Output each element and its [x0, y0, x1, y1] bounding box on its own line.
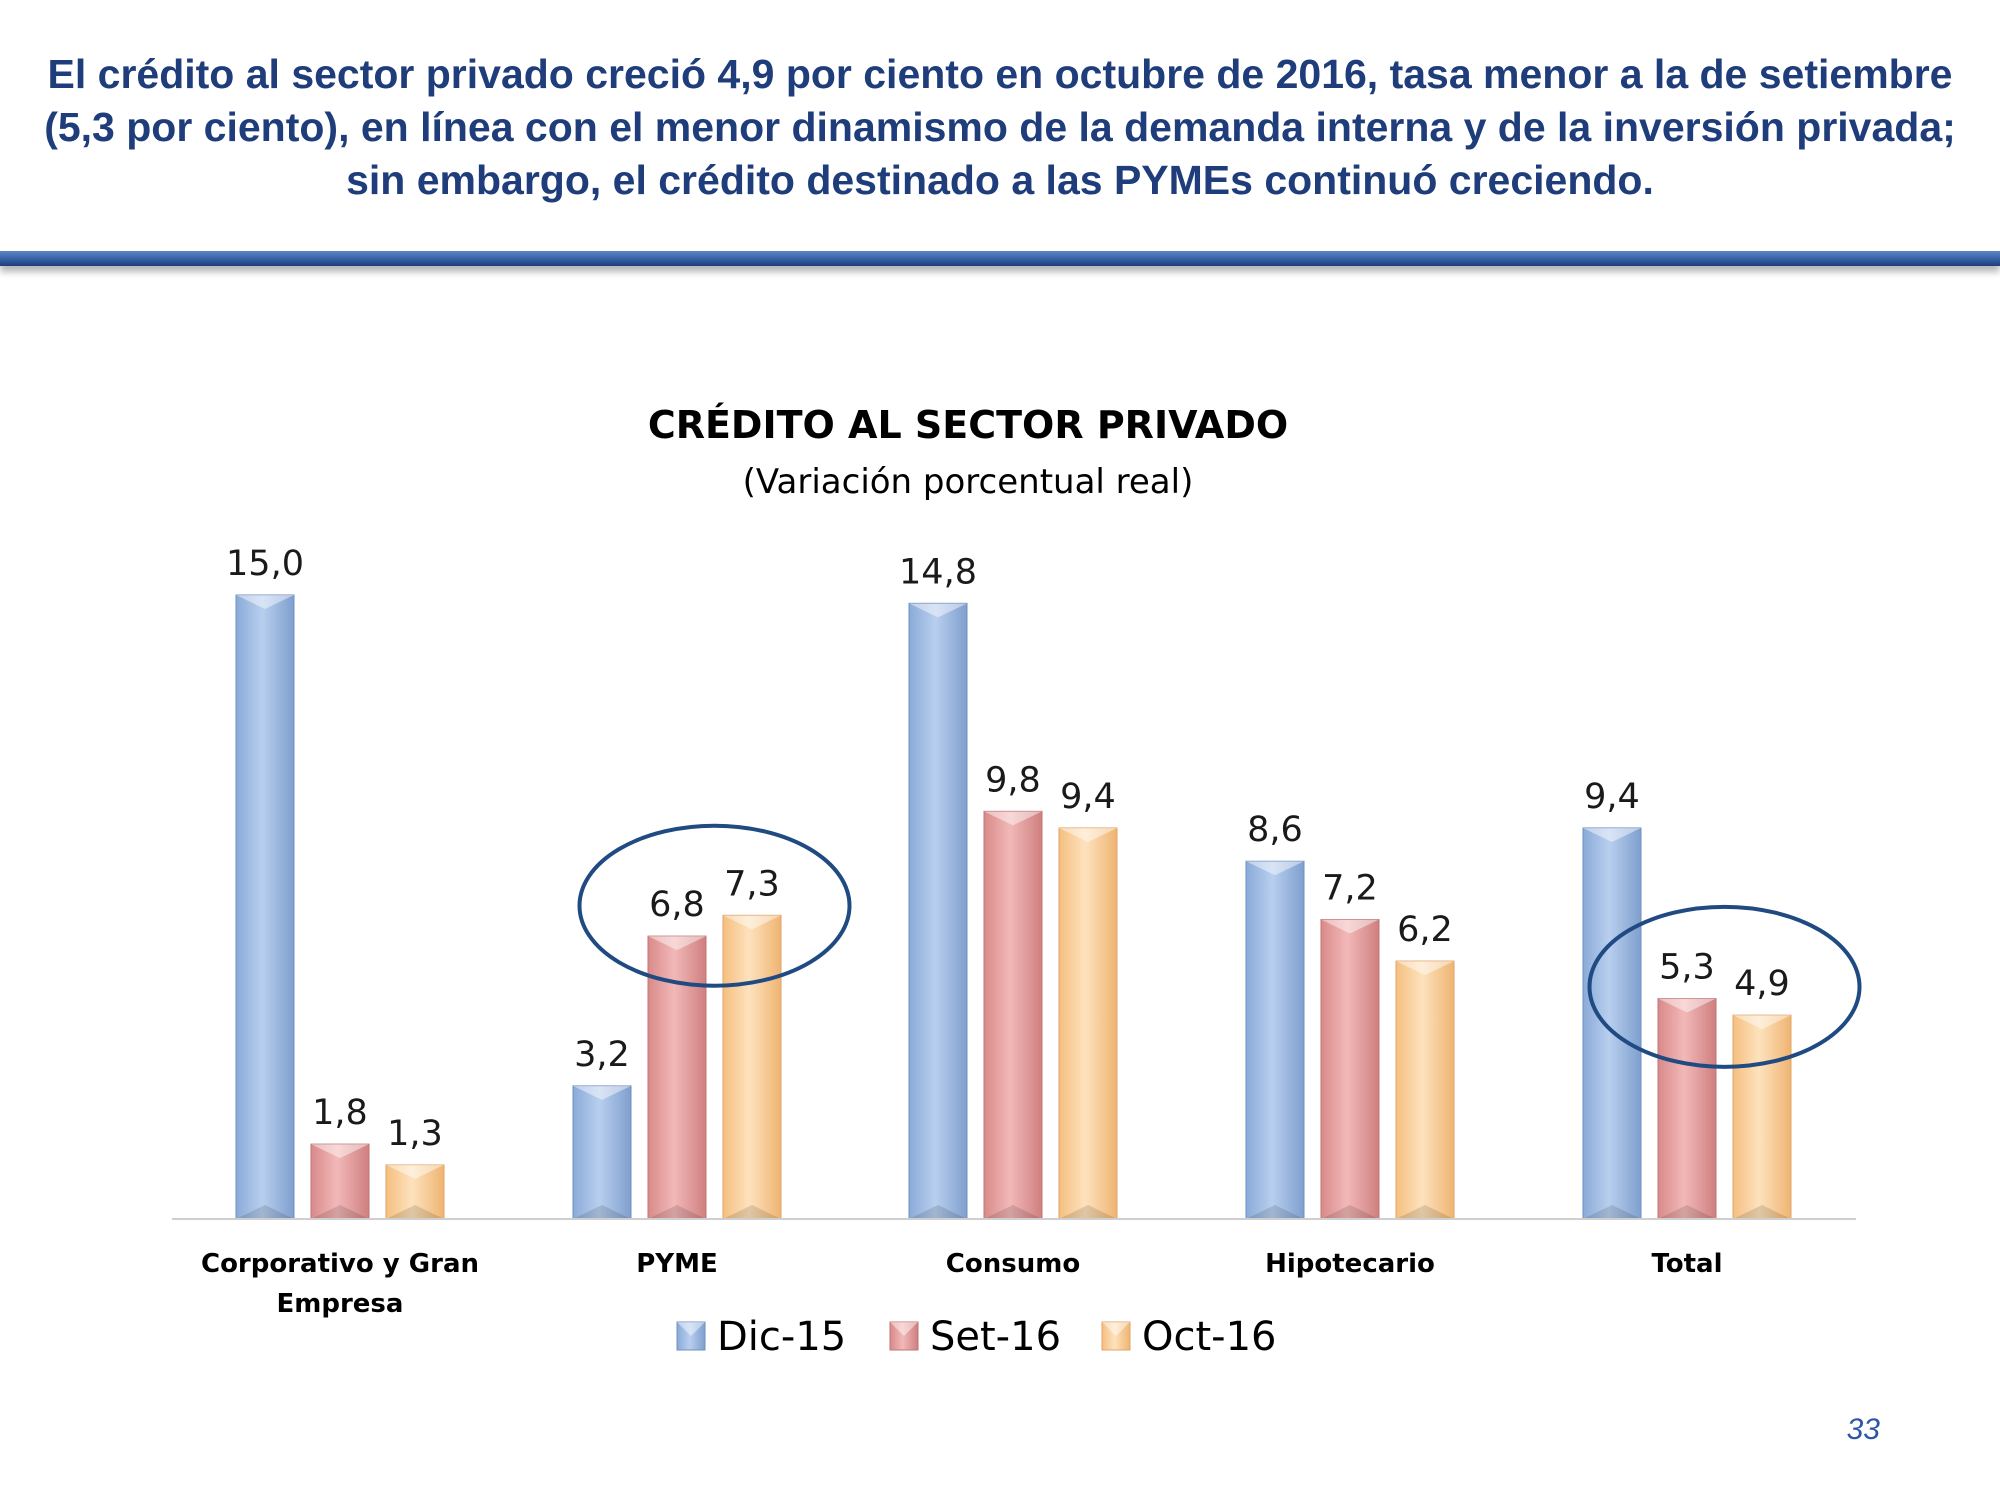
- data-label: 14,8: [899, 552, 977, 592]
- bar-oct-16-total: [1732, 1014, 1792, 1220]
- data-label: 4,9: [1734, 964, 1790, 1004]
- bar-set-16-corporativo-y-gran-empresa: [310, 1143, 370, 1220]
- legend-item-dic-15: Dic-15: [676, 1314, 846, 1360]
- category-labels-layer: Corporativo y Gran Empresa PYME Consumo Hipo…: [201, 1249, 1723, 1319]
- highlight-ellipse-total: [1587, 904, 1862, 1069]
- data-label: 9,8: [985, 760, 1041, 800]
- data-label: 8,6: [1247, 810, 1303, 850]
- data-labels-layer: 15,0 1,8 1,3 3,2 6,8 7,3 14,8 9,8 9,4 8,6 7,2 6,2 9,…: [226, 544, 1790, 1154]
- bar-dic-15-corporativo-y-gran-empresa: [235, 594, 295, 1220]
- category-label: PYME: [636, 1249, 718, 1279]
- headline: El crédito al sector privado creció 4,9 …: [44, 51, 1956, 203]
- legend-label: Dic-15: [717, 1314, 846, 1360]
- highlight-ellipse-pyme: [577, 823, 852, 988]
- legend-swatch: [676, 1321, 706, 1351]
- data-label: 7,3: [724, 864, 780, 904]
- bar-oct-16-consumo: [1058, 827, 1118, 1220]
- slide-header: El crédito al sector privado creció 4,9 …: [0, 0, 2000, 245]
- bar-dic-15-total: [1582, 827, 1642, 1220]
- data-label: 1,8: [312, 1093, 368, 1133]
- legend-item-set-16: Set-16: [889, 1314, 1061, 1360]
- bar-set-16-hipotecario: [1320, 918, 1380, 1220]
- bar-set-16-total: [1657, 998, 1717, 1220]
- bar-dic-15-consumo: [908, 602, 968, 1220]
- category-label: Hipotecario: [1265, 1249, 1435, 1279]
- legend-label: Set-16: [930, 1314, 1061, 1360]
- bar-set-16-consumo: [983, 810, 1043, 1220]
- page-number: 33: [1846, 1413, 1880, 1446]
- data-label: 6,2: [1397, 910, 1453, 950]
- bar-oct-16-pyme: [722, 914, 782, 1220]
- data-label: 6,8: [649, 885, 705, 925]
- chart-subtitle: (Variación porcentual real): [743, 462, 1194, 502]
- data-label: 5,3: [1659, 948, 1715, 988]
- legend: Dic-15 Set-16 Oct-16: [676, 1314, 1277, 1360]
- category-label: Consumo: [946, 1249, 1080, 1279]
- data-label: 9,4: [1060, 777, 1116, 817]
- bar-dic-15-hipotecario: [1245, 860, 1305, 1220]
- data-label: 1,3: [387, 1114, 443, 1154]
- data-label: 15,0: [226, 544, 304, 584]
- header-rule: [0, 251, 2000, 266]
- data-label: 3,2: [574, 1035, 630, 1075]
- category-label: Corporativo y Gran: [201, 1249, 479, 1279]
- category-label: Empresa: [277, 1289, 404, 1319]
- legend-swatch: [1101, 1321, 1131, 1351]
- highlight-layer: [577, 823, 1862, 1069]
- data-label: 9,4: [1584, 777, 1640, 817]
- category-label: Total: [1651, 1249, 1722, 1279]
- bar-oct-16-corporativo-y-gran-empresa: [385, 1164, 445, 1220]
- legend-swatch: [889, 1321, 919, 1351]
- bars-layer: [235, 594, 1792, 1220]
- legend-label: Oct-16: [1142, 1314, 1277, 1360]
- bar-dic-15-pyme: [572, 1085, 632, 1220]
- chart-title: CRÉDITO AL SECTOR PRIVADO: [648, 403, 1288, 447]
- legend-item-oct-16: Oct-16: [1101, 1314, 1277, 1360]
- data-label: 7,2: [1322, 868, 1378, 908]
- bar-oct-16-hipotecario: [1395, 960, 1455, 1220]
